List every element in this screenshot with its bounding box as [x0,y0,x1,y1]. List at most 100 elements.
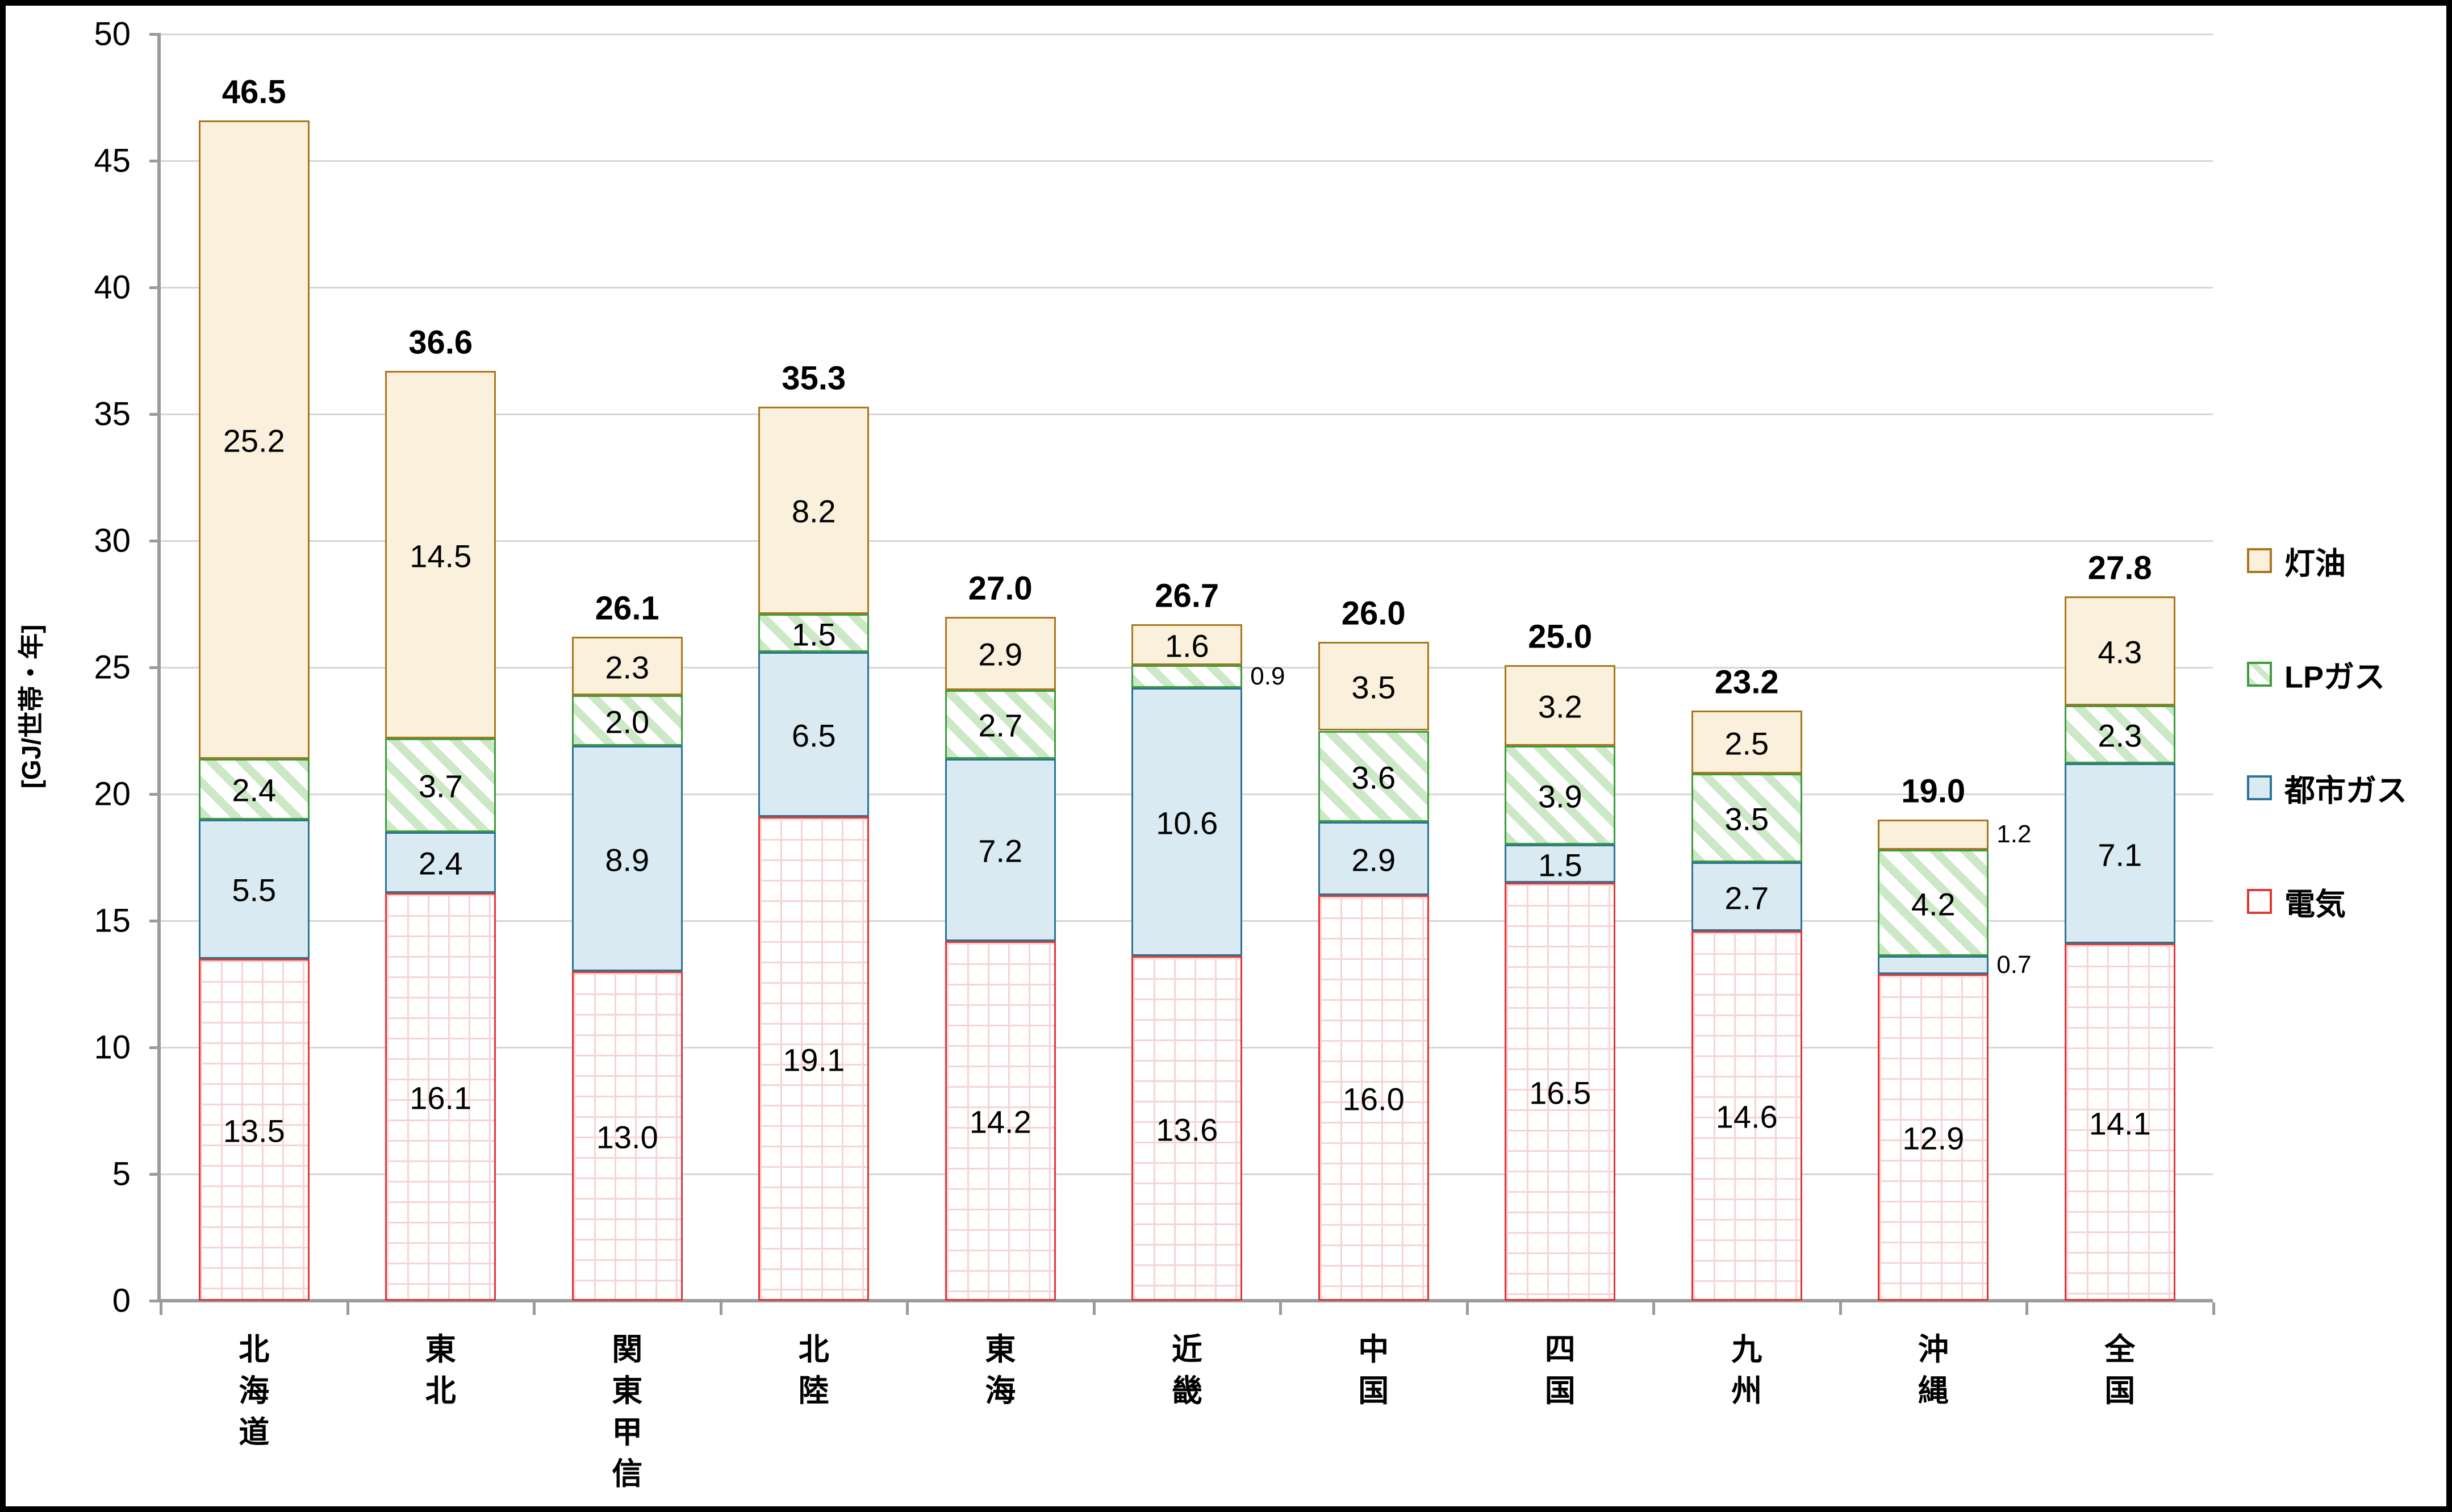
bar-segment-electricity-hokkaido [198,958,310,1301]
total-label-zenkoku: 27.8 [2087,549,2152,587]
bar-segment-lp-gas-kanto-koshin [571,695,683,746]
gridline-y-40 [161,287,2213,289]
segment-label-electricity-okinawa: 12.9 [1902,1120,1965,1156]
segment-label-city-gas-zenkoku: 7.1 [2098,837,2142,873]
x-axis-tick-2 [533,1302,536,1315]
y-axis-line [157,34,161,1301]
bar-segment-lp-gas-okinawa [1878,850,1989,957]
x-category-label-tokai: 東海 [985,1333,1016,1408]
x-axis-tick-11 [2212,1302,2215,1315]
bar-segment-kerosene-tokai [945,616,1056,691]
segment-label-lp-gas-tokai: 2.7 [978,707,1023,744]
total-label-kyushu: 23.2 [1714,663,1779,701]
bar-segment-lp-gas-kinki [1131,665,1243,688]
bar-segment-electricity-okinawa [1878,974,1989,1301]
bar-segment-city-gas-okinawa [1878,956,1989,974]
segment-label-electricity-tohoku: 16.1 [410,1080,472,1116]
bar-segment-city-gas-hokuriku [758,652,870,817]
segment-label-kerosene-chugoku: 3.5 [1351,669,1396,705]
legend-swatch-electricity [2247,889,2272,914]
bar-segment-lp-gas-tohoku [385,738,496,832]
y-axis-tick-5 [149,1173,161,1176]
segment-label-electricity-zenkoku: 14.1 [2088,1105,2151,1142]
segment-label-lp-gas-hokuriku: 1.5 [791,616,836,653]
y-axis-tick-15 [149,920,161,922]
segment-label-lp-gas-kanto-koshin: 2.0 [605,704,650,740]
bar-segment-kerosene-kinki [1131,624,1243,665]
segment-label-kerosene-tohoku: 14.5 [410,538,472,574]
y-tick-label-40: 40 [94,269,131,306]
x-axis-tick-6 [1279,1302,1282,1315]
total-label-okinawa: 19.0 [1901,772,1966,810]
y-tick-label-45: 45 [94,142,131,179]
bar-segment-city-gas-tohoku [385,832,496,893]
y-tick-label-15: 15 [94,902,131,939]
segment-label-kerosene-kanto-koshin: 2.3 [605,649,650,686]
gridline-y-35 [161,413,2213,415]
y-axis-tick-0 [149,1300,161,1302]
x-axis-tick-0 [160,1302,162,1315]
x-category-label-kinki: 近畿 [1171,1333,1202,1408]
total-label-tohoku: 36.6 [408,324,473,361]
total-label-chugoku: 26.0 [1341,595,1406,632]
y-tick-label-10: 10 [94,1029,131,1066]
y-axis-tick-30 [149,540,161,542]
legend-label-city-gas: 都市ガス [2284,774,2407,808]
segment-label-kerosene-hokkaido: 25.2 [223,423,285,459]
segment-label-electricity-kanto-koshin: 13.0 [596,1119,658,1155]
x-axis-tick-10 [2025,1302,2028,1315]
segment-label-electricity-kinki: 13.6 [1156,1112,1218,1148]
bar-segment-city-gas-hokkaido [198,819,310,959]
y-axis-tick-25 [149,666,161,669]
total-label-hokuriku: 35.3 [782,360,846,397]
segment-label-city-gas-tohoku: 2.4 [418,845,463,882]
segment-label-kerosene-hokuriku: 8.2 [791,493,836,529]
y-axis-tick-40 [149,286,161,289]
segment-label-lp-gas-chugoku: 3.6 [1351,759,1396,796]
total-label-kanto-koshin: 26.1 [595,590,659,627]
bar-segment-kerosene-zenkoku [2064,596,2175,705]
total-label-shikoku: 25.0 [1528,618,1593,655]
bar-segment-electricity-hokuriku [758,817,870,1301]
x-category-label-tohoku: 東北 [425,1333,456,1408]
x-axis-tick-3 [719,1302,722,1315]
x-category-label-zenkoku: 全国 [2104,1333,2136,1408]
segment-label-lp-gas-kyushu: 3.5 [1724,801,1769,837]
bar-segment-electricity-kyushu [1691,930,1802,1301]
x-axis-tick-4 [906,1302,909,1315]
y-tick-label-35: 35 [94,395,131,433]
bar-segment-kerosene-kanto-koshin [571,637,683,696]
bar-segment-electricity-tohoku [385,892,496,1301]
segment-label-electricity-kyushu: 14.6 [1715,1099,1778,1135]
x-axis-tick-8 [1652,1302,1655,1315]
bar-segment-electricity-kanto-koshin [571,971,683,1301]
y-tick-label-30: 30 [94,522,131,559]
segment-label-city-gas-shikoku: 1.5 [1538,847,1582,883]
segment-label-kerosene-shikoku: 3.2 [1538,688,1582,725]
segment-label-lp-gas-hokkaido: 2.4 [232,772,277,808]
x-category-label-hokkaido: 北海道 [239,1333,270,1450]
x-axis-tick-5 [1092,1302,1096,1315]
gridline-y-50 [161,34,2213,35]
total-label-kinki: 26.7 [1155,577,1219,615]
bar-segment-electricity-kinki [1131,956,1243,1301]
bar-segment-lp-gas-chugoku [1318,730,1429,822]
bar-segment-lp-gas-hokuriku [758,614,870,653]
segment-label-kerosene-kinki: 1.6 [1164,628,1209,664]
segment-label-city-gas-hokuriku: 6.5 [791,717,836,754]
y-axis-tick-50 [149,33,161,36]
segment-label-lp-gas-zenkoku: 2.3 [2098,717,2142,754]
bar-segment-kerosene-hokkaido [198,120,310,759]
bar-segment-city-gas-zenkoku [2064,763,2175,944]
y-tick-label-20: 20 [94,775,131,813]
segment-label-electricity-hokuriku: 19.1 [783,1042,845,1078]
legend-label-electricity: 電気 [2284,887,2346,922]
legend-swatch-kerosene [2247,548,2272,573]
bar-segment-electricity-zenkoku [2064,943,2175,1301]
legend-label-kerosene: 灯油 [2284,546,2346,581]
bar-segment-city-gas-tokai [945,758,1056,941]
bar-segment-city-gas-kinki [1131,687,1243,957]
segment-label-kerosene-okinawa: 1.2 [1996,820,2032,849]
segment-label-electricity-hokkaido: 13.5 [223,1113,285,1149]
